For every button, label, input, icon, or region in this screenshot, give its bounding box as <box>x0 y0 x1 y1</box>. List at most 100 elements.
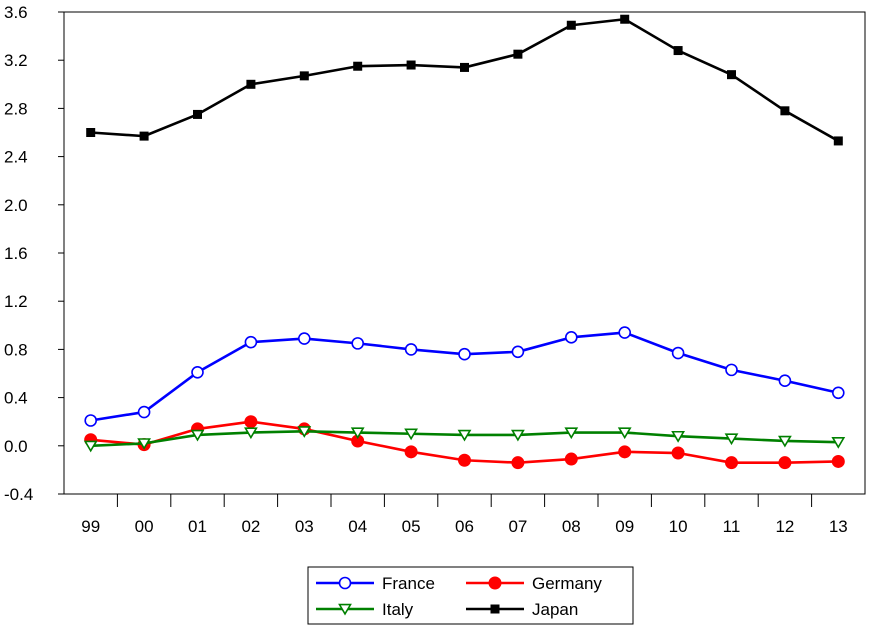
data-point-japan <box>727 70 736 80</box>
series-france <box>84 326 845 427</box>
x-tick-label: 08 <box>562 517 581 536</box>
x-tick-label: 13 <box>829 517 848 536</box>
data-point-germany <box>725 456 738 470</box>
x-tick-label: 01 <box>188 517 207 536</box>
data-point-france <box>458 347 471 361</box>
data-point-italy <box>511 429 525 442</box>
y-tick-label: 3.6 <box>4 3 28 22</box>
data-point-france <box>778 374 792 388</box>
x-tick-label: 10 <box>669 517 688 536</box>
x-tick-label: 02 <box>241 517 260 536</box>
x-tick-label: 00 <box>135 517 154 536</box>
legend-box <box>307 566 634 625</box>
x-tick-label: 11 <box>723 517 741 536</box>
data-point-italy <box>190 429 205 442</box>
legend-item-japan: Japan <box>466 600 578 619</box>
series-japan <box>86 14 843 146</box>
data-point-france <box>297 332 311 345</box>
data-point-france <box>831 386 845 400</box>
data-point-italy <box>457 429 472 442</box>
data-point-france <box>191 365 204 379</box>
data-point-italy <box>778 435 792 448</box>
data-point-france <box>511 345 525 359</box>
data-point-japan <box>86 128 96 137</box>
legend-marker-japan <box>490 604 500 614</box>
y-axis: -0.4 0.0 0.4 0.8 1.2 1.6 2.0 2.4 2.8 3.2 3.6 <box>4 3 64 504</box>
legend-item-france: France <box>316 574 435 593</box>
x-tick-label: 12 <box>775 517 794 536</box>
data-point-italy <box>350 427 365 440</box>
data-point-japan <box>139 131 149 141</box>
y-tick-label: 2.8 <box>4 99 28 118</box>
series-italy <box>83 426 846 453</box>
data-point-france <box>137 405 151 419</box>
data-point-germany <box>671 446 685 460</box>
data-point-italy <box>564 427 579 440</box>
data-point-japan <box>406 60 416 70</box>
data-point-japan <box>246 79 256 89</box>
data-point-japan <box>193 109 202 119</box>
data-point-france <box>564 331 578 344</box>
legend-item-italy: Italy <box>316 600 414 619</box>
y-tick-label: 2.0 <box>4 196 28 215</box>
data-point-france <box>725 363 738 377</box>
data-point-germany <box>511 456 525 470</box>
x-tick-label: 99 <box>81 517 100 536</box>
legend-item-germany: Germany <box>466 574 602 593</box>
data-point-germany <box>244 415 258 429</box>
data-point-italy <box>404 428 418 441</box>
data-point-japan <box>833 136 843 146</box>
series-layer <box>83 14 846 470</box>
y-tick-label: -0.4 <box>4 485 33 504</box>
data-point-france <box>84 414 97 427</box>
data-point-japan <box>780 106 790 116</box>
data-point-italy <box>137 438 151 450</box>
plot-frame <box>63 11 866 495</box>
x-tick-label: 05 <box>402 517 421 536</box>
legend-marker-germany <box>488 576 502 590</box>
data-point-japan <box>620 14 630 24</box>
series-line-france <box>90 331 839 422</box>
data-point-japan <box>566 20 576 30</box>
data-point-germany <box>831 454 845 468</box>
data-point-japan <box>299 71 309 81</box>
legend-label-germany: Germany <box>532 574 602 593</box>
y-tick-label: 0.4 <box>4 389 28 408</box>
data-point-germany <box>458 453 471 467</box>
data-point-italy <box>83 440 98 453</box>
data-point-italy <box>671 430 685 443</box>
data-point-france <box>618 326 632 339</box>
legend-marker-france <box>338 576 352 590</box>
legend-label-italy: Italy <box>382 600 414 619</box>
data-point-france <box>244 335 258 349</box>
data-point-japan <box>460 62 469 72</box>
y-tick-label: 1.2 <box>4 292 28 311</box>
legend-marker-italy <box>338 603 352 616</box>
data-point-japan <box>353 61 363 71</box>
x-tick-label: 06 <box>455 517 474 536</box>
data-point-germany <box>778 456 792 470</box>
y-tick-label: 1.6 <box>4 244 28 263</box>
legend-label-france: France <box>382 574 435 593</box>
data-point-france <box>351 337 365 350</box>
legend-label-japan: Japan <box>532 600 578 619</box>
series-line-japan <box>90 17 839 143</box>
data-point-japan <box>513 49 523 59</box>
data-point-italy <box>244 427 258 440</box>
y-tick-label: 0.0 <box>4 437 28 456</box>
x-tick-label: 03 <box>295 517 314 536</box>
data-point-france <box>404 343 418 356</box>
x-tick-label: 07 <box>508 517 527 536</box>
data-point-italy <box>617 427 632 440</box>
x-axis: 99 00 01 02 03 04 05 06 07 08 09 10 11 12 13 <box>81 494 848 536</box>
data-point-germany <box>564 452 578 466</box>
y-tick-label: 2.4 <box>4 148 28 167</box>
data-point-italy <box>831 436 846 449</box>
legend: France Germany Italy Japan <box>307 566 634 625</box>
x-tick-label: 04 <box>348 517 367 536</box>
x-tick-label: 09 <box>615 517 634 536</box>
data-point-japan <box>673 46 683 56</box>
y-tick-label: 0.8 <box>4 340 28 359</box>
data-point-italy <box>297 426 312 438</box>
